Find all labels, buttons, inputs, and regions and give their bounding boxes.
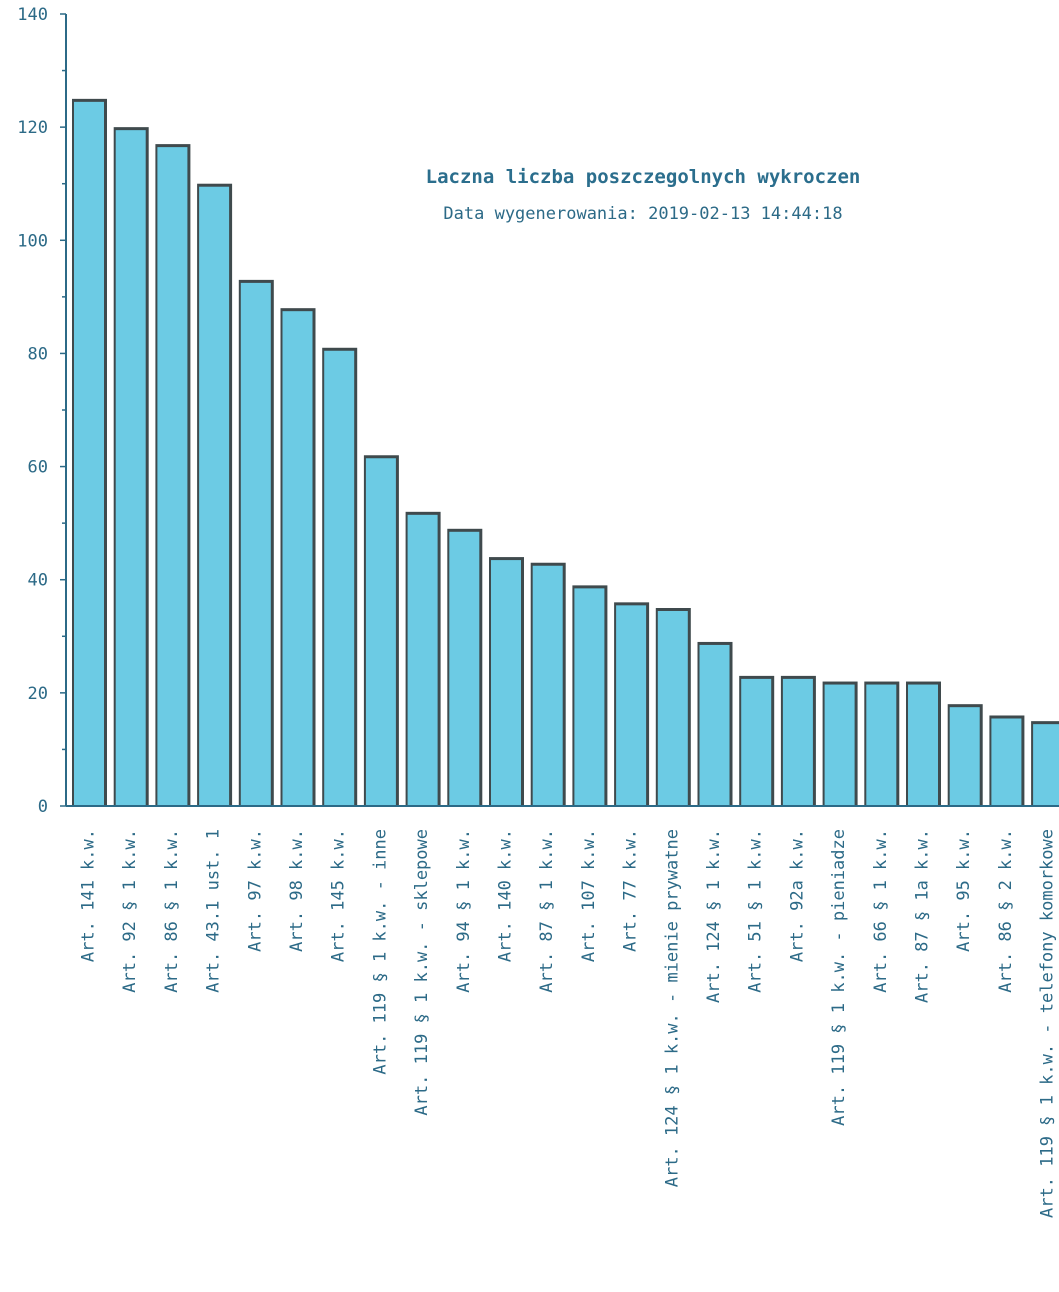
- bars-group: [72, 98, 1059, 807]
- y-tick-label: 100: [17, 231, 48, 251]
- bar-fill: [74, 101, 104, 807]
- bar: [947, 704, 983, 806]
- y-tick-label: 20: [28, 684, 48, 704]
- x-tick-label: Art. 141 k.w.: [79, 829, 99, 962]
- y-tick-label: 140: [17, 5, 48, 25]
- x-tick-label: Art. 87 § 1a k.w.: [913, 829, 933, 1003]
- x-tick-label: Art. 86 § 1 k.w.: [162, 829, 182, 993]
- bar-fill: [199, 186, 230, 806]
- x-tick-label: Art. 98 k.w.: [287, 829, 307, 952]
- x-tick-label: Art. 119 § 1 k.w. - inne: [370, 829, 390, 1075]
- bar-fill: [282, 311, 313, 806]
- y-tick-label: 120: [17, 118, 48, 138]
- bar-fill: [324, 350, 355, 806]
- bar: [655, 608, 691, 806]
- bar: [864, 681, 900, 806]
- x-tick-label: Art. 140 k.w.: [496, 829, 516, 962]
- y-tick-label: 40: [28, 571, 48, 591]
- bar: [739, 675, 775, 806]
- bar: [906, 681, 941, 806]
- x-tick-label: Art. 66 § 1 k.w.: [871, 829, 891, 993]
- bar-fill: [365, 458, 396, 806]
- x-tick-label: Art. 145 k.w.: [329, 829, 349, 962]
- x-tick-label: Art. 119 § 1 k.w. - pieniadze: [829, 829, 849, 1126]
- bar-fill: [699, 644, 730, 806]
- bar: [447, 528, 483, 806]
- y-tick-label: 80: [28, 344, 48, 364]
- bar: [72, 98, 107, 807]
- bar-fill: [616, 605, 647, 806]
- bar: [989, 715, 1025, 806]
- bar-fill: [449, 531, 480, 806]
- bar: [572, 585, 608, 806]
- bar-fill: [240, 282, 271, 806]
- chart-title: Laczna liczba poszczegolnych wykroczen: [426, 166, 861, 188]
- bar-fill: [491, 560, 521, 806]
- bar-fill: [115, 130, 146, 807]
- y-tick-label: 60: [28, 458, 48, 478]
- x-tick-label: Art. 95 k.w.: [954, 829, 974, 952]
- bar-fill: [949, 707, 980, 806]
- x-tick-label: Art. 119 § 1 k.w. - sklepowe: [412, 829, 432, 1116]
- y-tick-label: 0: [38, 797, 48, 817]
- bar-fill: [157, 147, 188, 807]
- bar: [780, 675, 816, 806]
- bar-fill: [657, 611, 688, 806]
- bar: [530, 562, 566, 806]
- bar: [363, 455, 399, 806]
- bar-fill: [782, 678, 813, 806]
- bar: [113, 127, 149, 807]
- bar-fill: [824, 684, 855, 806]
- x-tick-label: Art. 86 § 2 k.w.: [996, 829, 1016, 993]
- bar-fill: [574, 588, 605, 806]
- bar: [155, 144, 191, 807]
- x-tick-label: Art. 124 § 1 k.w.: [704, 829, 724, 1003]
- chart-subtitle: Data wygenerowania: 2019-02-13 14:44:18: [443, 204, 842, 224]
- x-tick-label: Art. 124 § 1 k.w. - mienie prywatne: [662, 829, 682, 1187]
- bar: [238, 279, 274, 806]
- bar: [405, 511, 441, 806]
- x-labels-group: Art. 141 k.w. Art. 92 § 1 k.w. Art. 86 § 1…: [79, 829, 1058, 1218]
- x-tick-label: Art. 119 § 1 k.w. - telefony komorkowe: [1038, 829, 1058, 1218]
- y-ticks-group: 0 20 40 60 80 100 120 140: [17, 5, 66, 817]
- bar-fill: [991, 718, 1022, 806]
- x-tick-label: Art. 77 k.w.: [621, 829, 641, 952]
- bar-fill: [741, 678, 772, 806]
- bar: [280, 308, 316, 806]
- x-tick-label: Art. 92 § 1 k.w.: [120, 829, 140, 993]
- x-tick-label: Art. 97 k.w.: [245, 829, 265, 952]
- bar: [1031, 721, 1059, 806]
- x-tick-label: Art. 107 k.w.: [579, 829, 599, 962]
- bar-fill: [532, 565, 563, 806]
- x-tick-label: Art. 92a k.w.: [787, 829, 807, 962]
- bar: [614, 602, 650, 806]
- bar: [822, 681, 858, 806]
- bar: [697, 641, 733, 806]
- x-tick-label: Art. 94 § 1 k.w.: [454, 829, 474, 993]
- bar: [197, 183, 233, 806]
- bar-fill: [1033, 724, 1059, 806]
- bar: [322, 347, 358, 806]
- x-tick-label: Art. 51 § 1 k.w.: [746, 829, 766, 993]
- bar-fill: [908, 684, 938, 806]
- bar: [489, 557, 524, 806]
- x-tick-label: Art. 87 § 1 k.w.: [537, 829, 557, 993]
- x-tick-label: Art. 43.1 ust. 1: [204, 829, 224, 993]
- bar-fill: [407, 514, 438, 806]
- bar-fill: [866, 684, 897, 806]
